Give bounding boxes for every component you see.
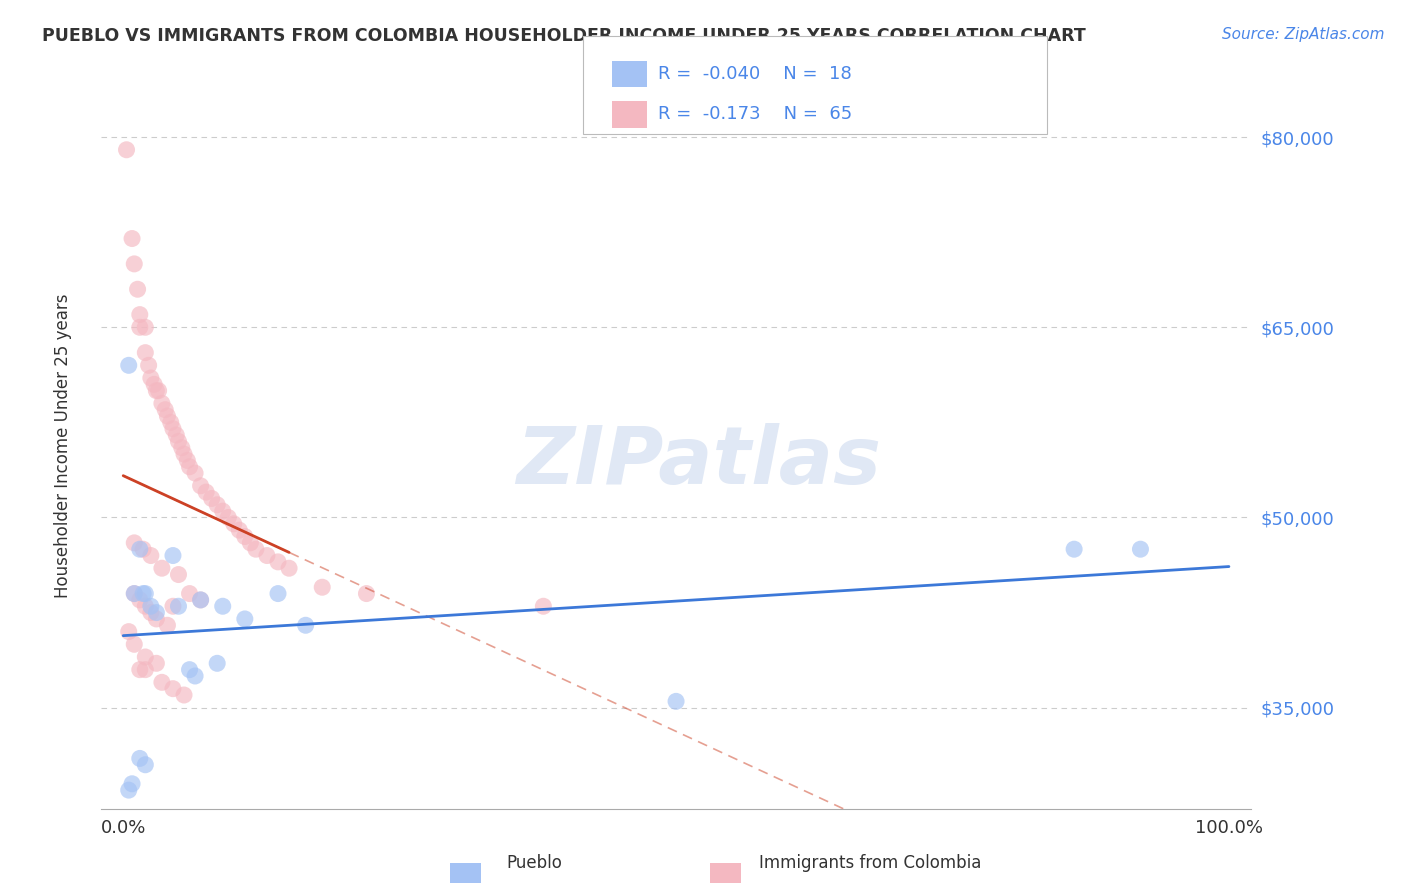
Point bbox=[139, 371, 162, 385]
Point bbox=[139, 599, 162, 614]
Text: PUEBLO VS IMMIGRANTS FROM COLOMBIA HOUSEHOLDER INCOME UNDER 25 YEARS CORRELATION: PUEBLO VS IMMIGRANTS FROM COLOMBIA HOUSE… bbox=[42, 27, 1085, 45]
Point bbox=[115, 143, 138, 157]
Point bbox=[211, 504, 233, 518]
Point bbox=[134, 650, 156, 665]
Point bbox=[201, 491, 224, 506]
Point bbox=[205, 657, 228, 671]
Point bbox=[179, 663, 201, 677]
Point bbox=[222, 516, 245, 531]
Point bbox=[134, 663, 156, 677]
Point bbox=[278, 561, 301, 575]
Point bbox=[256, 549, 278, 563]
Point bbox=[184, 669, 207, 683]
Point bbox=[156, 409, 179, 423]
Point bbox=[162, 599, 184, 614]
Point bbox=[150, 396, 173, 410]
Point bbox=[167, 599, 190, 614]
Point bbox=[356, 586, 378, 600]
Point bbox=[195, 485, 218, 500]
Point bbox=[121, 231, 143, 245]
Point bbox=[267, 586, 290, 600]
Point bbox=[138, 359, 160, 373]
Point bbox=[134, 320, 156, 334]
Point bbox=[179, 586, 201, 600]
Point bbox=[134, 586, 156, 600]
Point bbox=[179, 459, 201, 474]
Point bbox=[118, 783, 141, 797]
Point bbox=[233, 529, 256, 543]
Point bbox=[139, 606, 162, 620]
Point bbox=[167, 567, 190, 582]
Point bbox=[1129, 542, 1152, 557]
Point bbox=[145, 657, 167, 671]
Text: ZIPatlas: ZIPatlas bbox=[516, 423, 882, 501]
Point bbox=[245, 542, 267, 557]
Point bbox=[1063, 542, 1085, 557]
Point bbox=[122, 586, 145, 600]
Point bbox=[145, 606, 167, 620]
Point bbox=[139, 549, 162, 563]
Point bbox=[167, 434, 190, 449]
Point bbox=[128, 593, 150, 607]
Point bbox=[155, 402, 177, 417]
Point bbox=[165, 428, 187, 442]
Point bbox=[148, 384, 170, 398]
Point bbox=[205, 498, 228, 512]
Point bbox=[134, 757, 156, 772]
Point bbox=[211, 599, 233, 614]
Point bbox=[162, 549, 184, 563]
Point bbox=[132, 586, 155, 600]
Text: R =  -0.173    N =  65: R = -0.173 N = 65 bbox=[658, 105, 852, 123]
Point bbox=[531, 599, 554, 614]
Point bbox=[173, 688, 195, 702]
Point bbox=[122, 257, 145, 271]
Text: Source: ZipAtlas.com: Source: ZipAtlas.com bbox=[1222, 27, 1385, 42]
Point bbox=[150, 675, 173, 690]
Point bbox=[145, 612, 167, 626]
Point bbox=[128, 320, 150, 334]
Point bbox=[159, 416, 181, 430]
Text: R =  -0.040    N =  18: R = -0.040 N = 18 bbox=[658, 65, 852, 83]
Point bbox=[122, 637, 145, 651]
Point bbox=[121, 777, 143, 791]
Point bbox=[156, 618, 179, 632]
Point bbox=[143, 377, 166, 392]
Point bbox=[176, 453, 198, 467]
Point bbox=[239, 536, 262, 550]
Point bbox=[127, 282, 149, 296]
Point bbox=[150, 561, 173, 575]
Point bbox=[118, 359, 141, 373]
Point bbox=[184, 466, 207, 480]
Point bbox=[162, 422, 184, 436]
Point bbox=[145, 384, 167, 398]
Text: Pueblo: Pueblo bbox=[506, 855, 562, 872]
Point bbox=[162, 681, 184, 696]
Point bbox=[134, 599, 156, 614]
Point bbox=[118, 624, 141, 639]
Point bbox=[128, 542, 150, 557]
Point bbox=[122, 586, 145, 600]
Point bbox=[311, 580, 333, 594]
Point bbox=[132, 542, 155, 557]
Point bbox=[190, 593, 212, 607]
Point bbox=[228, 523, 250, 537]
Point bbox=[190, 593, 212, 607]
Point bbox=[122, 536, 145, 550]
Text: Householder Income Under 25 years: Householder Income Under 25 years bbox=[55, 293, 72, 599]
Point bbox=[233, 612, 256, 626]
Point bbox=[665, 694, 688, 708]
Point bbox=[294, 618, 316, 632]
Point bbox=[170, 441, 193, 455]
Point bbox=[134, 345, 156, 359]
Point bbox=[190, 479, 212, 493]
Point bbox=[128, 751, 150, 765]
Text: Immigrants from Colombia: Immigrants from Colombia bbox=[759, 855, 981, 872]
Point bbox=[267, 555, 290, 569]
Point bbox=[217, 510, 239, 524]
Point bbox=[173, 447, 195, 461]
Point bbox=[128, 663, 150, 677]
Point bbox=[128, 308, 150, 322]
